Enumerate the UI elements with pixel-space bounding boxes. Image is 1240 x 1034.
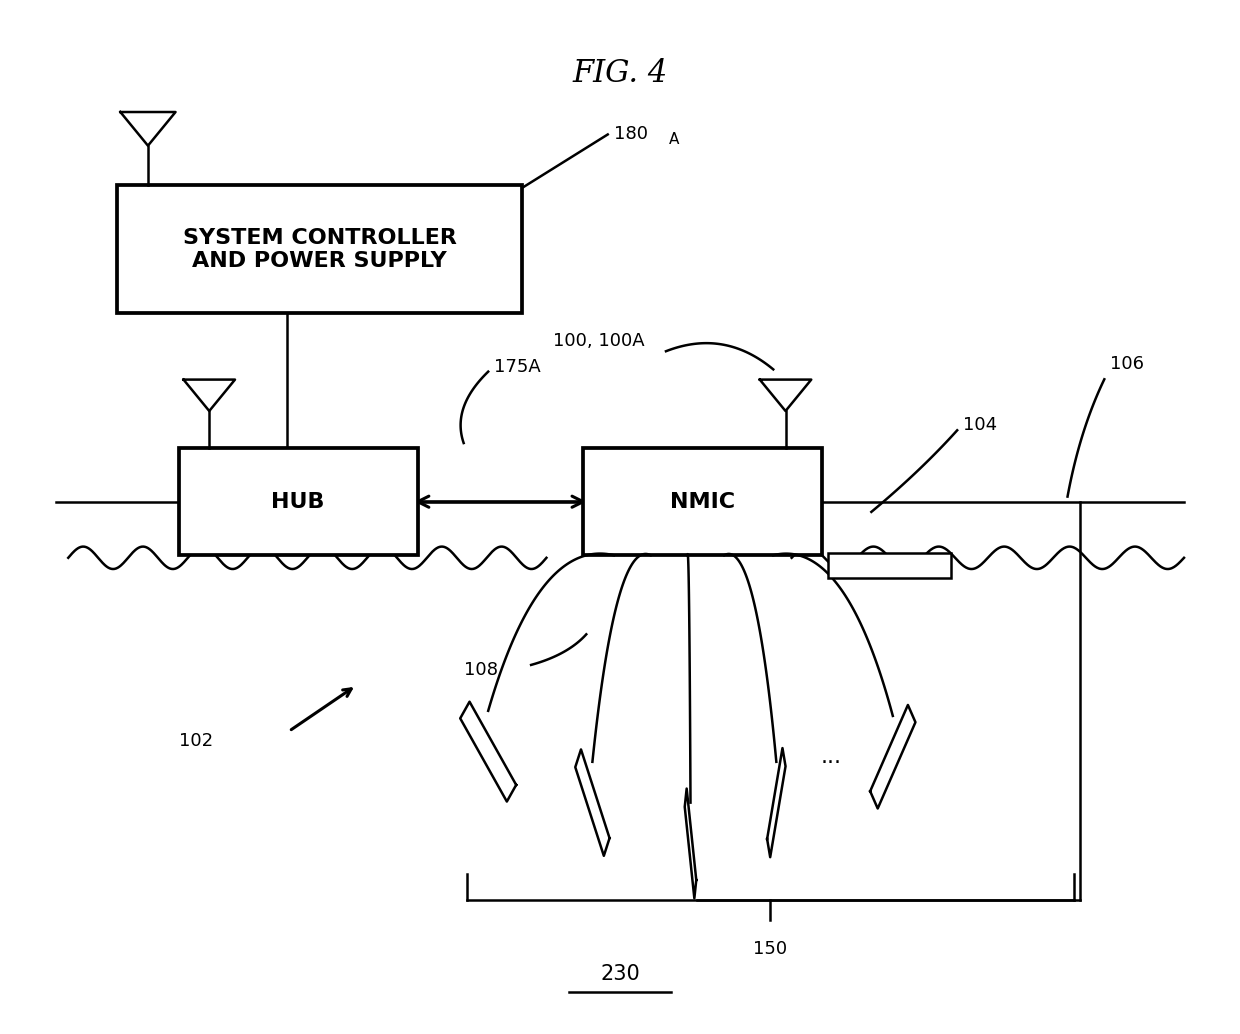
Text: 180: 180 (614, 125, 647, 144)
Text: 150: 150 (753, 940, 787, 959)
Text: SYSTEM CONTROLLER
AND POWER SUPPLY: SYSTEM CONTROLLER AND POWER SUPPLY (182, 227, 456, 271)
Text: 104: 104 (963, 417, 997, 434)
Bar (828, 553, 951, 578)
Text: NMIC: NMIC (670, 492, 735, 512)
Polygon shape (768, 748, 786, 857)
Polygon shape (460, 702, 516, 801)
Text: FIG. 4: FIG. 4 (573, 58, 667, 89)
Bar (118, 185, 522, 313)
Text: ...: ... (821, 747, 842, 767)
Polygon shape (684, 789, 697, 899)
Bar (179, 448, 418, 555)
Text: 175A: 175A (495, 358, 541, 375)
Text: A: A (670, 132, 680, 147)
Polygon shape (870, 705, 915, 809)
Text: 100, 100A: 100, 100A (553, 332, 645, 351)
Text: 102: 102 (179, 732, 213, 751)
Text: HUB: HUB (272, 492, 325, 512)
Polygon shape (575, 750, 610, 856)
Bar (583, 448, 822, 555)
Text: 106: 106 (1111, 355, 1145, 373)
Text: 230: 230 (600, 964, 640, 984)
Text: 108: 108 (464, 661, 497, 679)
